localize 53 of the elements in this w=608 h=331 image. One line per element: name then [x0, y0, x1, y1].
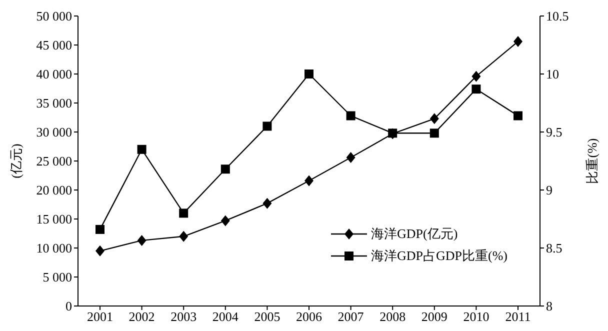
point [179, 208, 188, 218]
point [179, 230, 188, 242]
x-tick-label: 2011 [505, 309, 531, 324]
point [346, 111, 356, 120]
point [304, 70, 314, 78]
x-tick-label: 2007 [338, 309, 364, 324]
point [220, 164, 230, 174]
legend-label: 海洋GDP(亿元) [371, 225, 458, 243]
y-axis-title: (亿元) [8, 144, 24, 178]
x-tick-label: 2002 [128, 309, 155, 324]
point [514, 36, 522, 48]
point [304, 175, 314, 186]
point [472, 70, 481, 82]
y-tick-label: 35 000 [36, 96, 72, 111]
y-tick-label: 5 000 [42, 270, 72, 285]
y2-tick-label: 8.5 [546, 240, 562, 256]
y-tick-label: 25 000 [36, 154, 72, 169]
x-tick-label: 2003 [170, 309, 197, 324]
y2-tick-label: 10.5 [546, 8, 569, 24]
y2-tick-label: 10 [546, 66, 559, 82]
x-tick-label: 2008 [380, 309, 406, 324]
y2-tick-label: 9 [546, 182, 552, 198]
y-tick-label: 15 000 [36, 212, 72, 227]
point [514, 111, 522, 120]
x-tick-label: 2010 [463, 309, 490, 324]
legend-label: 海洋GDP占GDP比重(%) [371, 247, 508, 265]
x-tick-label: 2001 [87, 309, 113, 324]
y2-tick-label: 9.5 [546, 124, 562, 140]
point [96, 245, 104, 256]
x-tick-label: 2009 [421, 309, 448, 324]
point [262, 198, 272, 209]
y2-tick-label: 8 [546, 298, 552, 314]
y-tick-label: 30 000 [36, 124, 72, 140]
y-tick-label: 40 000 [36, 66, 72, 82]
x-tick-label: 2005 [254, 309, 280, 324]
point [137, 144, 146, 154]
y-tick-label: 50 000 [36, 8, 72, 24]
y-tick-label: 20 000 [36, 182, 72, 198]
point [220, 215, 230, 226]
y-tick-label: 10 000 [36, 240, 72, 256]
point [262, 122, 272, 131]
point [430, 113, 439, 124]
point [430, 128, 439, 138]
point [346, 152, 356, 164]
point [388, 128, 398, 138]
point [96, 224, 104, 234]
x-tick-label: 2004 [212, 309, 239, 324]
point [137, 234, 146, 246]
y-tick-label: 0 [66, 298, 72, 314]
point [472, 84, 481, 94]
y2-axis-title: 比重(%) [584, 138, 600, 184]
y-tick-label: 45 000 [36, 38, 72, 53]
x-tick-label: 2006 [296, 309, 322, 324]
